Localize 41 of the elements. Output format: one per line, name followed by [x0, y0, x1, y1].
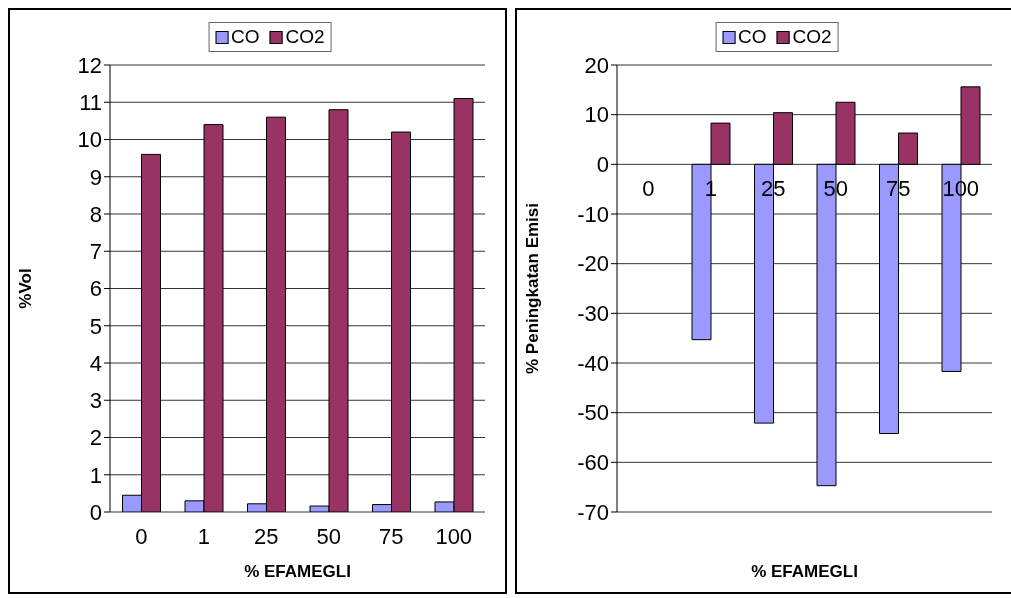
y-tick-label: 10: [584, 102, 609, 128]
x-tick-label: 25: [254, 524, 279, 549]
y-tick-label: 1: [89, 462, 102, 488]
x-tick-label: 100: [942, 176, 980, 202]
y-axis-title: %Vol: [16, 268, 36, 309]
y-tick-label: 12: [77, 52, 102, 78]
x-tick-label: 0: [642, 176, 655, 202]
y-tick-label: -70: [577, 499, 609, 525]
y-tick-label: 6: [89, 276, 102, 302]
x-tick-label: 0: [135, 524, 148, 549]
y-tick-label: 0: [89, 499, 102, 525]
y-tick-label: 5: [89, 313, 102, 339]
x-tick-label: 1: [197, 524, 210, 549]
y-tick-label: 2: [89, 425, 102, 451]
y-tick-label: -40: [577, 350, 609, 376]
x-tick-label: 100: [435, 524, 473, 549]
x-axis-title: % EFAMEGLI: [244, 562, 351, 581]
legend-label: CO: [231, 25, 260, 49]
y-tick-label: 9: [89, 164, 102, 190]
y-tick-label: 7: [89, 239, 102, 265]
legend-label: CO2: [792, 25, 832, 49]
y-tick-label: -50: [577, 400, 609, 426]
x-axis-title: % EFAMEGLI: [751, 562, 858, 581]
y-tick-label: 10: [77, 127, 102, 153]
legend-label: CO: [738, 25, 767, 49]
y-tick-label: 3: [89, 388, 102, 414]
y-tick-label: 0: [596, 152, 609, 178]
y-tick-label: -60: [577, 450, 609, 476]
y-tick-label: -30: [577, 301, 609, 327]
x-tick-label: 50: [823, 176, 848, 202]
y-axis-title: % Peningkatan Emisi: [523, 203, 543, 374]
y-tick-label: 4: [89, 350, 102, 376]
x-tick-label: 50: [316, 524, 341, 549]
x-tick-label: 75: [379, 524, 404, 549]
legend-label: CO2: [285, 25, 325, 49]
y-tick-label: -10: [577, 201, 609, 227]
y-tick-label: 20: [584, 52, 609, 78]
x-tick-label: 1: [704, 176, 717, 202]
y-tick-label: 8: [89, 201, 102, 227]
y-tick-label: -20: [577, 251, 609, 277]
y-tick-label: 11: [79, 90, 102, 116]
